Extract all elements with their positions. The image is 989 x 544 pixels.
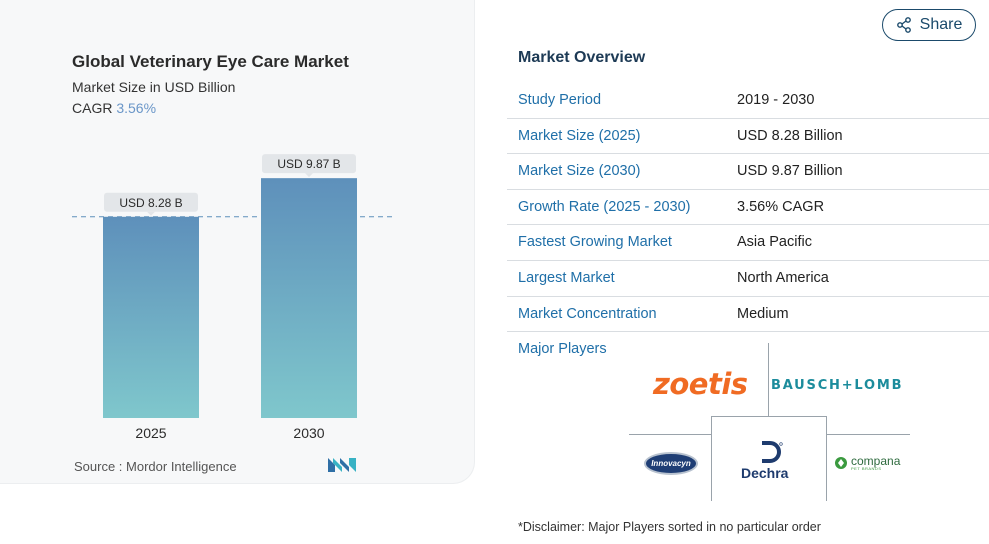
major-players-label: Major Players: [518, 341, 607, 357]
share-icon: [896, 17, 911, 33]
overview-label: Study Period: [518, 92, 602, 108]
overview-value: North America: [737, 269, 829, 286]
overview-label: Fastest Growing Market: [518, 234, 672, 251]
disclaimer-text: *Disclaimer: Major Players sorted in no …: [518, 520, 821, 534]
cagr-row: CAGR 3.56%: [72, 100, 156, 116]
overview-value: Asia Pacific: [737, 234, 812, 251]
dechra-logo: Dechra: [741, 465, 789, 481]
grid-divider: [826, 416, 827, 501]
compana-subtext: PET BRANDS: [851, 466, 882, 471]
data-label: USD 8.28 B: [119, 196, 182, 210]
overview-label: Growth Rate (2025 - 2030): [518, 198, 691, 215]
grid-divider: [827, 434, 910, 435]
chart-title: Global Veterinary Eye Care Market: [72, 52, 349, 71]
overview-value: 2019 - 2030: [737, 92, 815, 108]
chart-subtitle: Market Size in USD Billion: [72, 79, 236, 95]
market-overview-title: Market Overview: [518, 49, 646, 66]
overview-row-concentration: Market Concentration Medium: [507, 297, 989, 333]
overview-label: Market Concentration: [518, 305, 657, 322]
mordor-intelligence-logo: [328, 458, 356, 472]
chart-card: [0, 0, 475, 484]
overview-value: 3.56% CAGR: [737, 198, 825, 215]
overview-row-largest-market: Largest Market North America: [507, 261, 989, 297]
data-label-bg: [104, 192, 198, 212]
innovacyn-logo: Innovacyn: [644, 452, 698, 475]
dechra-mark-icon: [762, 441, 783, 463]
overview-row-market-size-2025: Market Size (2025) USD 8.28 Billion: [507, 119, 989, 155]
cagr-value: 3.56%: [116, 100, 157, 116]
innovacyn-text: Innovacyn: [651, 459, 691, 468]
compana-logo: compana PET BRANDS: [834, 455, 900, 471]
bausch-lomb-logo: BAUSCH+LOMB: [771, 378, 904, 393]
data-label-pointer: [147, 211, 155, 216]
data-label: USD 9.87 B: [277, 157, 340, 171]
bar-2030: [261, 178, 357, 418]
bar-2025: [103, 216, 199, 418]
x-tick-label: 2025: [135, 425, 166, 441]
overview-value: USD 8.28 Billion: [737, 127, 843, 144]
overview-value: Medium: [737, 305, 789, 322]
share-label: Share: [919, 16, 963, 33]
source-text: Source : Mordor Intelligence: [74, 459, 237, 474]
zoetis-logo: zoetis: [653, 367, 748, 401]
overview-row-study-period: Study Period 2019 - 2030: [507, 83, 989, 119]
overview-value: USD 9.87 Billion: [737, 163, 843, 180]
compana-text: compana: [851, 454, 901, 468]
grid-divider: [711, 416, 712, 501]
cagr-label: CAGR: [72, 100, 113, 116]
overview-label: Market Size (2030): [518, 163, 641, 180]
overview-row-growth-rate: Growth Rate (2025 - 2030) 3.56% CAGR: [507, 190, 989, 226]
share-button[interactable]: Share: [882, 9, 976, 41]
overview-row-market-size-2030: Market Size (2030) USD 9.87 Billion: [507, 154, 989, 190]
x-tick-label: 2030: [293, 425, 324, 441]
data-label-pointer: [305, 173, 313, 178]
grid-divider: [711, 416, 827, 417]
overview-row-fastest-growing: Fastest Growing Market Asia Pacific: [507, 225, 989, 261]
compana-leaf-icon: [835, 457, 847, 469]
bar-chart: USD 8.28 B 2025 USD 9.87 B 2030: [72, 154, 392, 441]
overview-label: Market Size (2025): [518, 127, 641, 144]
data-label-bg: [262, 154, 356, 174]
overview-label: Largest Market: [518, 269, 615, 286]
grid-divider: [768, 343, 769, 416]
grid-divider: [629, 434, 711, 435]
market-overview-table: Study Period 2019 - 2030 Market Size (20…: [507, 83, 989, 333]
